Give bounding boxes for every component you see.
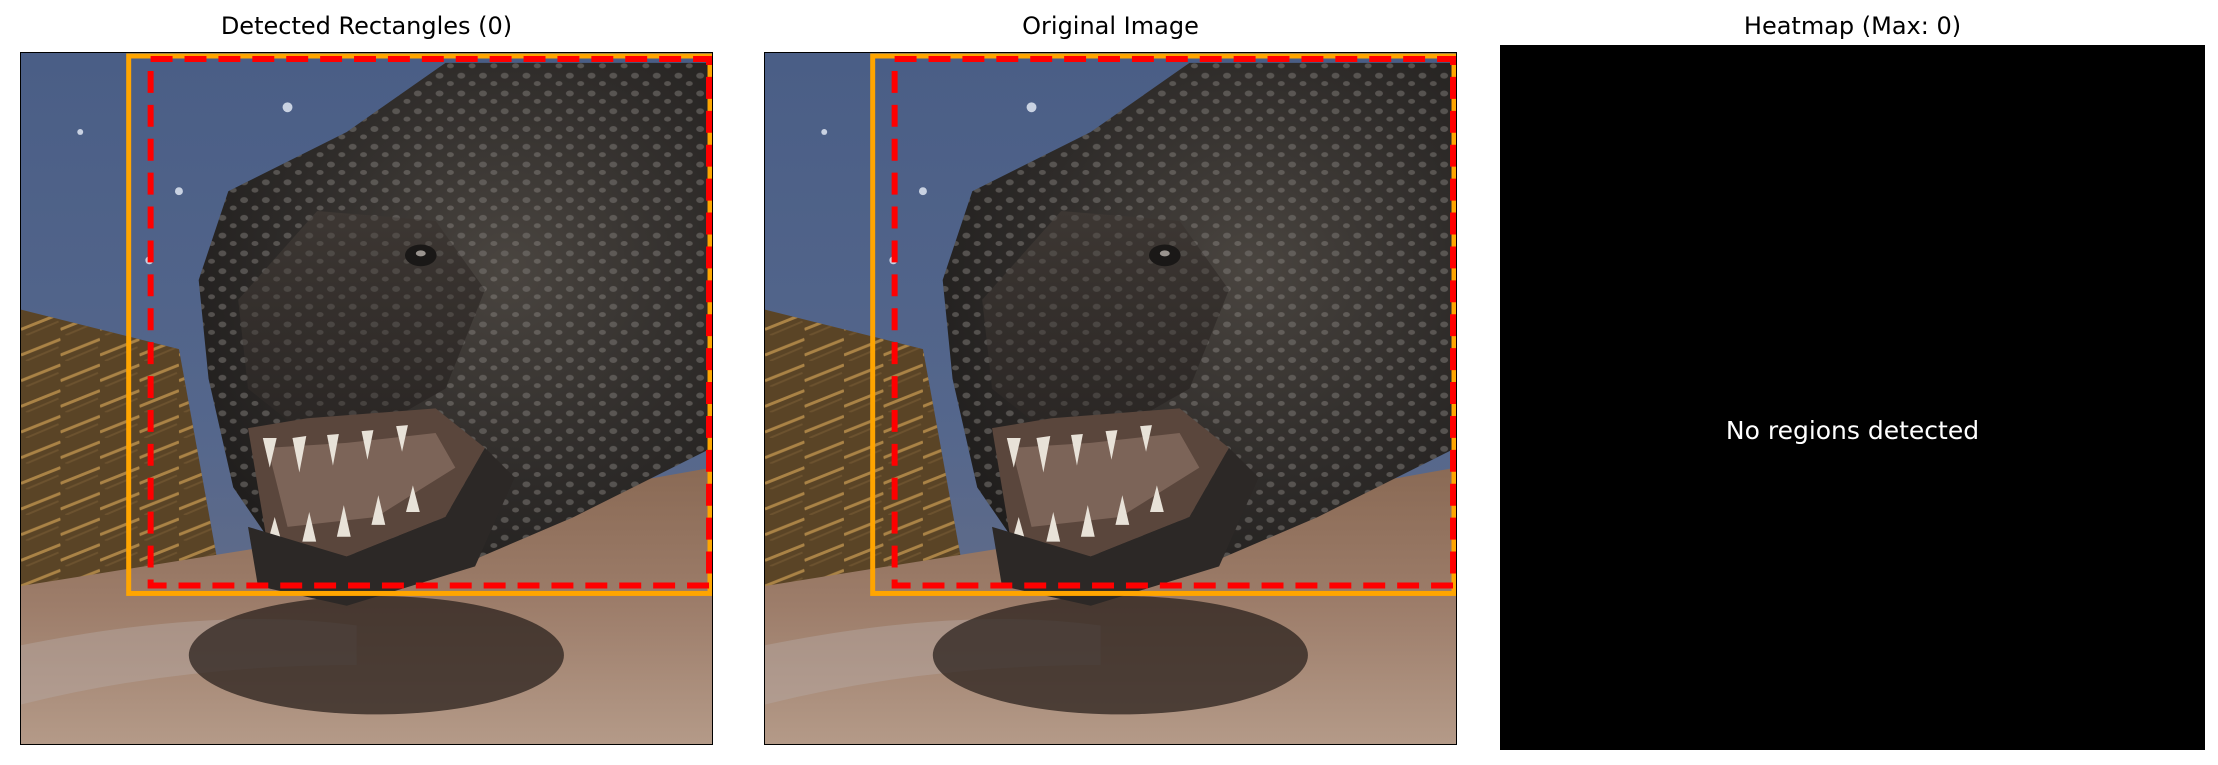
dashed-region-box: [147, 55, 712, 589]
detection-overlay: [870, 53, 1456, 596]
detection-overlay: [126, 53, 712, 596]
detection-box: [126, 53, 712, 596]
panel-title-detected-rectangles: Detected Rectangles (0): [220, 12, 513, 40]
panel-title-heatmap: Heatmap (Max: 0): [1743, 12, 1962, 40]
original-image-axes: [764, 52, 1457, 745]
heatmap-empty-message: No regions detected: [1725, 416, 1980, 445]
panel-title-original-image: Original Image: [1022, 12, 1199, 40]
dashed-region-box: [891, 55, 1456, 589]
detection-box: [870, 53, 1456, 596]
heatmap-panel: No regions detected: [1500, 45, 2205, 750]
detected-rectangles-axes: [20, 52, 713, 745]
